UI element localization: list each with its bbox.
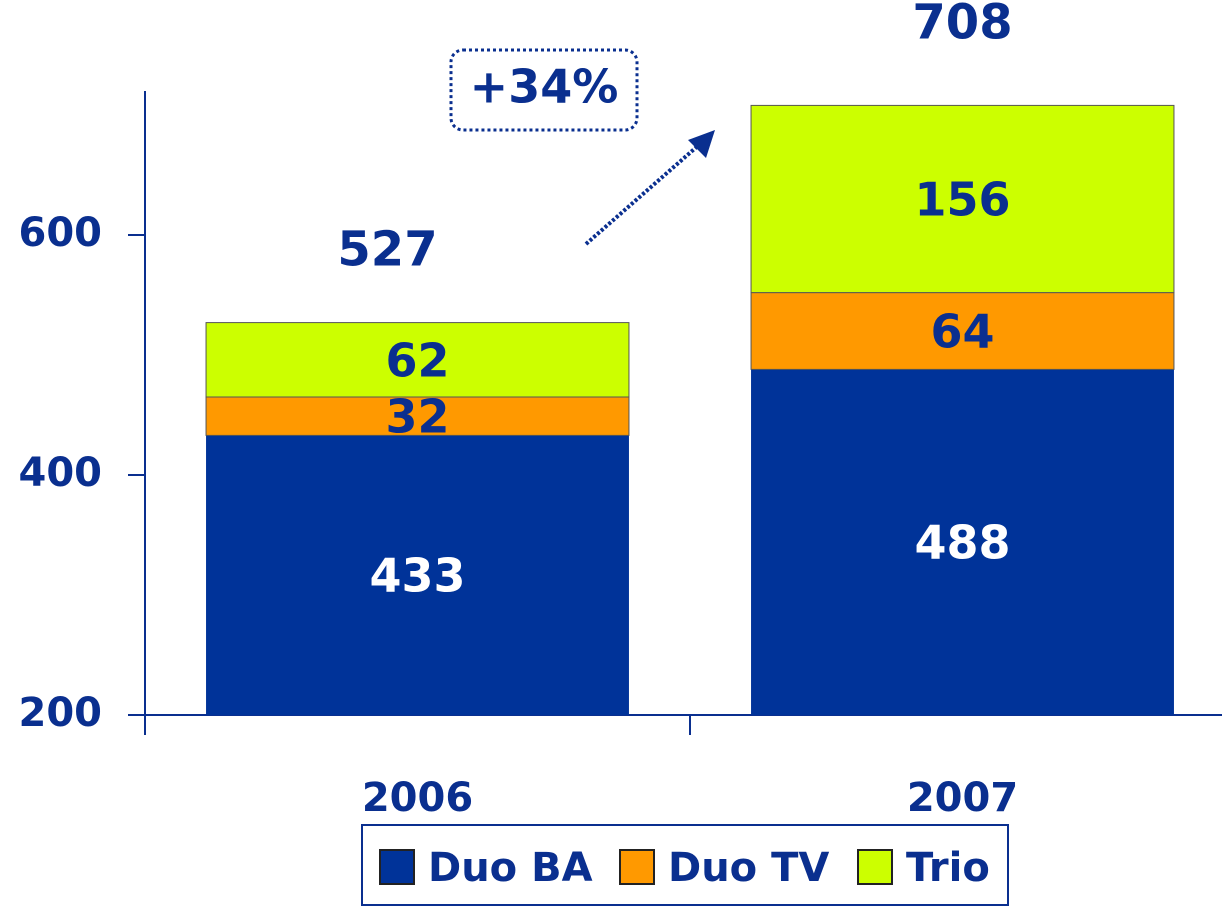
y-tick-label: 600	[19, 210, 103, 256]
arrow-head	[688, 130, 715, 158]
data-label: 32	[385, 390, 449, 444]
growth-arrow	[584, 142, 702, 246]
bar-segment	[750, 104, 1175, 294]
legend-label: Trio	[906, 845, 990, 891]
total-label: 527	[337, 222, 437, 278]
annotation-box	[449, 48, 639, 132]
legend-swatch	[857, 849, 893, 885]
total-label: 708	[912, 0, 1012, 50]
growth-annotation: +34%	[449, 48, 715, 246]
legend-box	[361, 824, 1009, 906]
legend-label: Duo TV	[668, 845, 829, 891]
bar-segment	[751, 369, 1174, 715]
annotation-text: +34%	[470, 60, 619, 114]
data-label: 433	[369, 549, 465, 603]
x-tick-label: 2006	[362, 775, 473, 821]
legend-swatch	[619, 849, 655, 885]
legend-label: Duo BA	[428, 845, 593, 891]
bar-segment	[205, 396, 630, 436]
data-label: 64	[930, 305, 994, 359]
data-label: 488	[914, 516, 1010, 570]
bar-segment	[206, 435, 629, 715]
bar-segment	[205, 322, 630, 398]
y-tick-label: 400	[19, 450, 103, 496]
x-tick-label: 2007	[907, 775, 1018, 821]
bar-segment	[750, 292, 1175, 370]
legend-swatch	[379, 849, 415, 885]
y-tick-label: 200	[19, 690, 103, 736]
data-label: 156	[914, 173, 1010, 227]
data-label: 62	[385, 333, 449, 387]
